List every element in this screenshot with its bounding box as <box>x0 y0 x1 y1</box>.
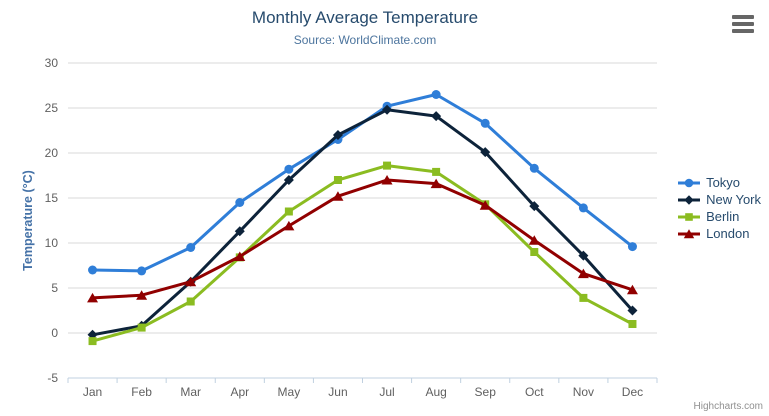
data-point-berlin[interactable] <box>579 293 588 302</box>
series-line-new-york <box>91 108 634 337</box>
data-point-berlin[interactable] <box>432 167 441 176</box>
data-point-new-york[interactable] <box>529 201 540 212</box>
x-tick-label: Sep <box>475 385 497 399</box>
x-tick-label: Apr <box>230 385 249 399</box>
data-point-tokyo[interactable] <box>529 163 539 173</box>
data-point-london[interactable] <box>381 175 393 185</box>
legend-symbol-triangle-icon <box>678 228 701 238</box>
data-point-tokyo[interactable] <box>627 242 637 252</box>
data-point-london[interactable] <box>430 178 442 189</box>
x-tick-label: Aug <box>425 385 446 399</box>
legend-marker-new-york <box>684 194 694 205</box>
x-tick-label: Jun <box>328 385 347 399</box>
data-point-london[interactable] <box>528 235 540 245</box>
series-line-london <box>91 178 634 300</box>
y-tick-label: 25 <box>45 101 59 115</box>
data-point-new-york[interactable] <box>234 226 245 237</box>
legend-marker-london <box>683 228 695 238</box>
legend-item-tokyo[interactable]: Tokyo <box>677 174 761 191</box>
data-point-berlin[interactable] <box>88 337 97 346</box>
data-point-london[interactable] <box>577 268 589 279</box>
x-tick-label: Dec <box>622 385 643 399</box>
data-point-new-york[interactable] <box>431 111 442 122</box>
data-point-berlin[interactable] <box>137 323 146 332</box>
data-point-tokyo[interactable] <box>235 198 245 207</box>
legend-label: Tokyo <box>706 175 741 190</box>
data-point-new-york[interactable] <box>627 305 638 316</box>
legend-marker-tokyo <box>684 178 694 187</box>
legend-symbol-circle-icon <box>678 178 701 187</box>
data-point-berlin[interactable] <box>186 297 195 306</box>
data-point-london[interactable] <box>626 284 638 295</box>
y-tick-label: 15 <box>45 191 59 205</box>
y-tick-label: 30 <box>45 56 59 70</box>
y-tick-label: -5 <box>47 371 58 385</box>
data-point-new-york[interactable] <box>578 250 589 261</box>
hamburger-menu-icon[interactable] <box>732 15 754 33</box>
data-point-new-york[interactable] <box>382 104 393 115</box>
data-point-berlin[interactable] <box>530 248 539 256</box>
legend-label: New York <box>706 192 761 207</box>
data-point-new-york[interactable] <box>480 147 491 158</box>
legend-symbol-diamond-icon <box>678 194 701 205</box>
x-tick-label: May <box>278 385 301 399</box>
series-line-berlin <box>91 164 634 343</box>
data-point-tokyo[interactable] <box>431 90 441 99</box>
data-point-new-york[interactable] <box>332 130 343 140</box>
hamburger-bar <box>732 22 754 26</box>
y-axis-title: Temperature (°C) <box>21 170 35 271</box>
data-point-new-york[interactable] <box>283 175 294 185</box>
data-point-london[interactable] <box>234 251 246 262</box>
y-tick-label: 20 <box>45 146 59 160</box>
legend-label: Berlin <box>706 209 740 224</box>
data-point-london[interactable] <box>87 292 99 303</box>
data-point-tokyo[interactable] <box>137 266 147 276</box>
data-point-berlin[interactable] <box>333 176 342 184</box>
data-point-tokyo[interactable] <box>480 118 490 128</box>
legend-marker-berlin <box>685 212 693 221</box>
data-point-tokyo[interactable] <box>578 203 588 213</box>
x-tick-label: Oct <box>525 385 544 399</box>
data-point-berlin[interactable] <box>628 320 637 328</box>
legend-item-berlin[interactable]: Berlin <box>677 208 761 225</box>
data-point-tokyo[interactable] <box>186 243 196 252</box>
data-point-london[interactable] <box>185 276 197 287</box>
data-point-tokyo[interactable] <box>284 164 294 174</box>
data-point-london[interactable] <box>283 220 295 231</box>
y-tick-label: 0 <box>51 326 58 340</box>
x-tick-label: Jan <box>83 385 102 399</box>
y-tick-label: 5 <box>51 281 58 295</box>
x-tick-label: Mar <box>180 385 201 399</box>
data-point-berlin[interactable] <box>284 207 293 216</box>
credits-link[interactable]: Highcharts.com <box>693 401 763 412</box>
data-point-london[interactable] <box>479 200 491 210</box>
x-tick-label: Jul <box>379 385 394 399</box>
data-point-berlin[interactable] <box>383 161 392 170</box>
y-tick-label: 10 <box>45 236 59 250</box>
data-point-tokyo[interactable] <box>88 265 98 275</box>
legend-item-london[interactable]: London <box>677 225 761 242</box>
x-tick-label: Feb <box>131 385 152 399</box>
legend-label: London <box>706 226 750 241</box>
legend-item-new-york[interactable]: New York <box>677 191 761 208</box>
x-tick-label: Nov <box>573 385 594 399</box>
legend: Tokyo New York Berlin London <box>677 174 761 242</box>
hamburger-bar <box>732 29 754 33</box>
legend-symbol-square-icon <box>678 212 701 221</box>
data-point-london[interactable] <box>332 191 344 201</box>
data-point-london[interactable] <box>136 290 148 300</box>
hamburger-bar <box>732 15 754 19</box>
